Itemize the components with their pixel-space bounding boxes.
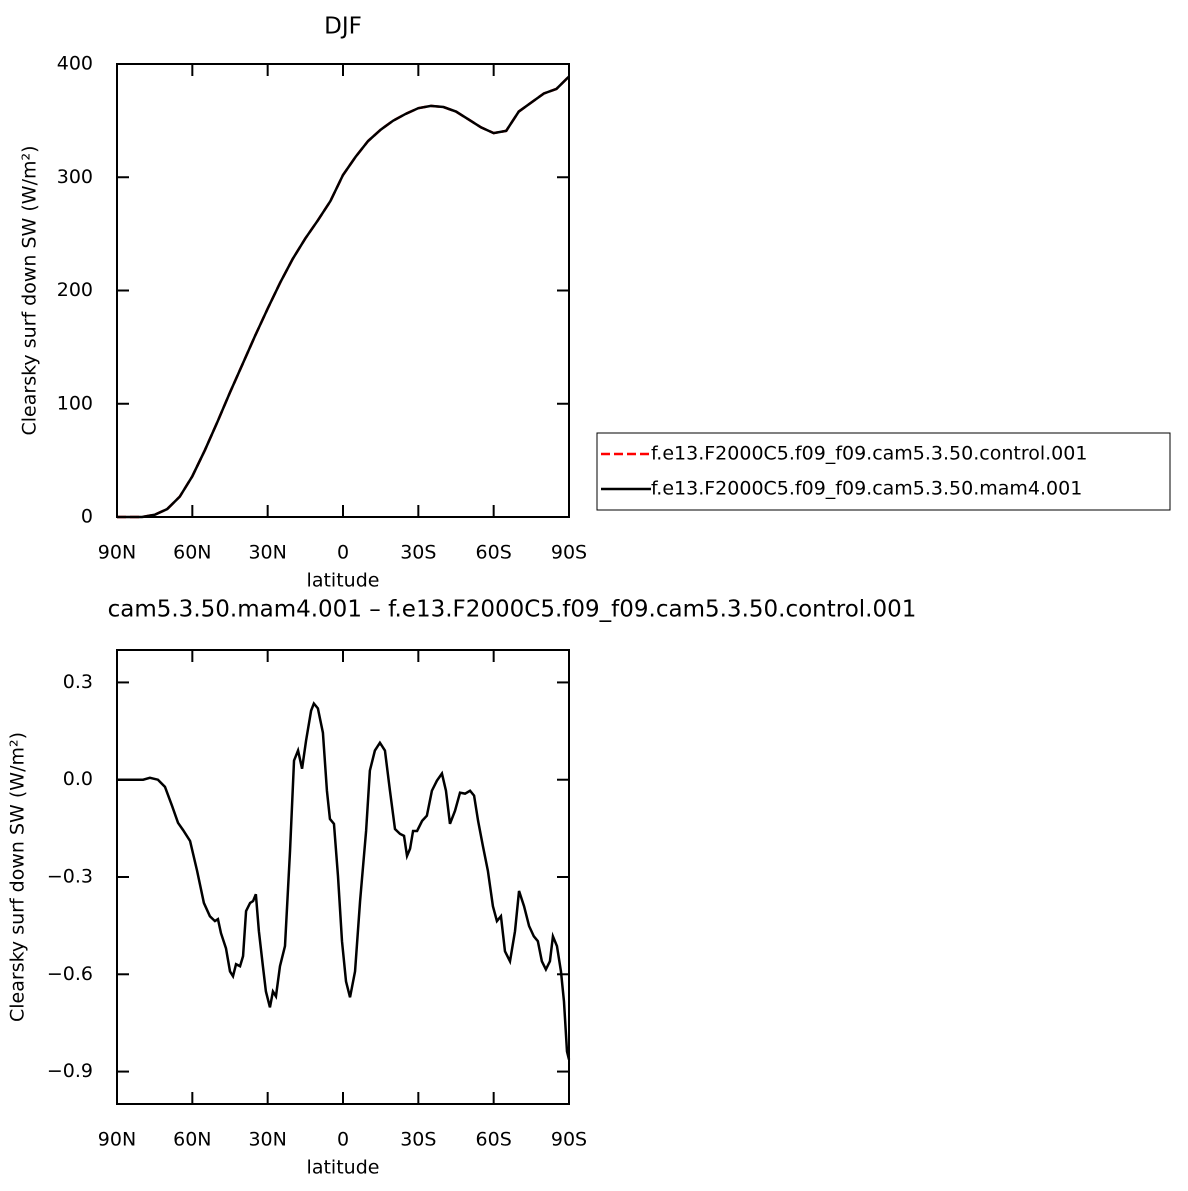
x-tick-label: 30S [400, 1129, 436, 1151]
x-tick-label: 30N [248, 542, 286, 564]
legend-box [596, 432, 1171, 511]
x-tick-label: 90S [551, 1129, 587, 1151]
x-tick-label: 0 [337, 542, 349, 564]
x-tick-label: 0 [337, 1129, 349, 1151]
data-line [117, 75, 570, 519]
x-tick-label: 30S [400, 542, 436, 564]
legend-label: f.e13.F2000C5.f09_f09.cam5.3.50.mam4.001 [651, 478, 1082, 500]
y-tick-label: −0.9 [47, 1060, 93, 1082]
x-tick-label: 30N [248, 1129, 286, 1151]
y-tick-label: 200 [57, 279, 93, 301]
x-tick-label: 60S [476, 1129, 512, 1151]
x-tick-label: 90N [98, 1129, 136, 1151]
y-tick-label: −0.3 [47, 866, 93, 888]
x-tick-label: 90S [551, 542, 587, 564]
y-tick-label: −0.6 [47, 963, 93, 985]
x-axis-label: latitude [307, 570, 380, 592]
x-axis-label: latitude [307, 1157, 380, 1179]
y-axis-label: Clearsky surf down SW (W/m²) [7, 732, 29, 1022]
x-tick-label: 60S [476, 542, 512, 564]
y-tick-label: 0.3 [63, 671, 93, 693]
y-tick-label: 0.0 [63, 768, 93, 790]
data-line [117, 75, 570, 519]
y-tick-label: 0 [81, 506, 93, 528]
y-axis-label: Clearsky surf down SW (W/m²) [19, 145, 41, 435]
chart-title: cam5.3.50.mam4.001 – f.e13.F2000C5.f09_f… [108, 597, 917, 623]
x-tick-label: 60N [173, 1129, 211, 1151]
data-line [117, 701, 571, 1060]
y-tick-label: 300 [57, 166, 93, 188]
legend-label: f.e13.F2000C5.f09_f09.cam5.3.50.control.… [651, 443, 1087, 465]
plot-frame [116, 63, 570, 518]
y-tick-label: 100 [57, 392, 93, 414]
plot-frame [116, 649, 570, 1105]
x-tick-label: 60N [173, 542, 211, 564]
y-tick-label: 400 [57, 53, 93, 75]
chart-title: DJF [324, 14, 362, 40]
x-tick-label: 90N [98, 542, 136, 564]
